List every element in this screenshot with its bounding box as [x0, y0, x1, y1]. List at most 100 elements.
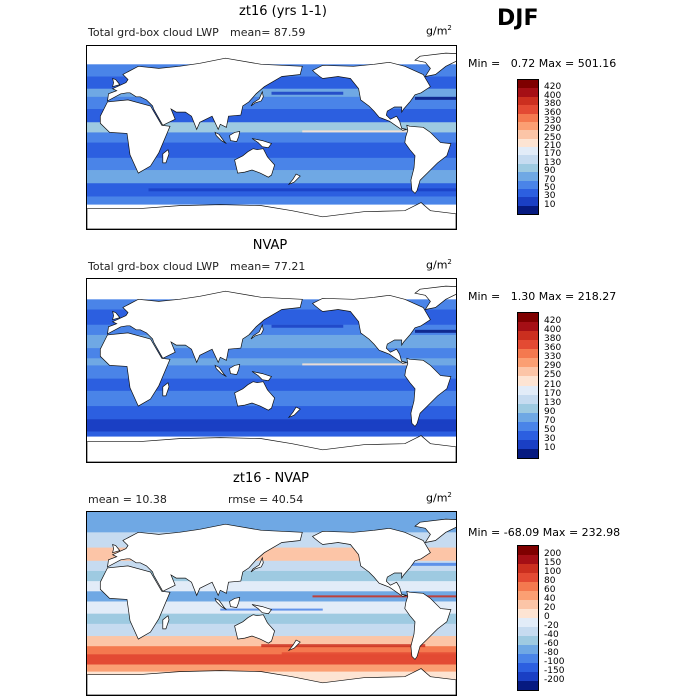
colorbar-swatch: [518, 130, 538, 139]
colorbar-label: 380: [544, 334, 562, 345]
colorbar-swatch: [518, 172, 538, 181]
colorbar-swatch: [518, 663, 538, 672]
panel-mean: mean= 77.21: [230, 260, 306, 273]
colorbar-swatch: [518, 645, 538, 654]
colorbar-swatch: [518, 331, 538, 341]
world-map-heatmap: [87, 46, 456, 229]
colorbar-label: 170: [544, 149, 562, 160]
colorbar-swatch: [518, 113, 538, 122]
colorbar-label: 70: [544, 174, 556, 185]
colorbar-swatch: [518, 340, 538, 350]
panel-subtitle: Total grd-box cloud LWP: [88, 26, 219, 39]
min-max-readout: Min = -68.09 Max = 232.98: [468, 526, 621, 539]
map-panel: [86, 45, 457, 230]
panel-mean: mean = 10.38: [88, 493, 167, 506]
colorbar: [517, 312, 539, 459]
colorbar-label: 330: [544, 115, 562, 126]
colorbar-label: 100: [544, 567, 562, 577]
min-max-readout: Min = 0.72 Max = 501.16: [468, 57, 617, 70]
colorbar-swatch: [518, 367, 538, 377]
colorbar-swatch: [518, 546, 538, 555]
colorbar-swatch: [518, 412, 538, 422]
colorbar-label: 290: [544, 124, 562, 135]
colorbar-label: 10: [544, 442, 556, 453]
colorbar-swatch: [518, 96, 538, 106]
colorbar-label: 360: [544, 343, 562, 354]
colorbar-label: 290: [544, 361, 562, 372]
colorbar: [517, 79, 539, 215]
colorbar-label: 330: [544, 352, 562, 363]
colorbar-label: -40: [544, 630, 559, 640]
colorbar-swatch: [518, 147, 538, 156]
panel-title: zt16 (yrs 1-1): [239, 4, 327, 19]
colorbar-swatch: [518, 591, 538, 600]
panel-mean: mean= 87.59: [230, 26, 306, 39]
colorbar-label: 170: [544, 388, 562, 399]
colorbar-swatch: [518, 358, 538, 368]
colorbar-label: 10: [544, 199, 556, 210]
colorbar-label: 250: [544, 370, 562, 381]
colorbar-label: 380: [544, 99, 562, 110]
colorbar-label: -200: [544, 675, 565, 685]
colorbar-swatch: [518, 600, 538, 609]
colorbar-labels: 420 400 380 360 330 290 250 210 170 130 90 70 50 30 10: [544, 79, 584, 215]
colorbar-label: 50: [544, 182, 556, 193]
colorbar-label: 30: [544, 433, 556, 444]
panel-unit: g/m2: [426, 258, 452, 272]
colorbar-swatch: [518, 80, 538, 89]
colorbar-label: 210: [544, 141, 562, 151]
colorbar-swatch: [518, 88, 538, 97]
panel-rmse: rmse = 40.54: [228, 493, 304, 506]
panel-title: NVAP: [252, 238, 288, 253]
colorbar-label: 90: [544, 166, 556, 177]
colorbar-label: -150: [544, 666, 565, 676]
colorbar-swatch: [518, 385, 538, 395]
colorbar-swatch: [518, 105, 538, 114]
colorbar-swatch: [518, 582, 538, 591]
colorbar-swatch: [518, 421, 538, 431]
colorbar-swatch: [518, 205, 538, 214]
colorbar-label: 80: [544, 576, 556, 586]
colorbar-swatch: [518, 636, 538, 645]
colorbar-label: 200: [544, 549, 562, 559]
colorbar-swatch: [518, 138, 538, 147]
colorbar-swatch: [518, 430, 538, 440]
colorbar-labels: 200 150 100 80 60 40 20 0 -20 -40 -60 -80 -100 -150 -2…: [544, 545, 584, 691]
colorbar-label: -100: [544, 657, 565, 667]
colorbar-swatch: [518, 163, 538, 173]
colorbar-label: -20: [544, 621, 559, 631]
colorbar-swatch: [518, 376, 538, 386]
panel-subtitle: Total grd-box cloud LWP: [88, 260, 219, 273]
colorbar-swatch: [518, 439, 538, 449]
colorbar-swatch: [518, 627, 538, 636]
colorbar-swatch: [518, 654, 538, 663]
colorbar-label: 250: [544, 132, 562, 143]
colorbar-swatch: [518, 672, 538, 681]
colorbar-swatch: [518, 188, 538, 198]
colorbar-label: 90: [544, 406, 556, 417]
colorbar-label: 150: [544, 558, 562, 568]
colorbar-label: 50: [544, 424, 556, 435]
colorbar-swatch: [518, 180, 538, 189]
colorbar-swatch: [518, 349, 538, 359]
colorbar-label: 60: [544, 585, 556, 595]
colorbar-swatch: [518, 313, 538, 323]
colorbar: [517, 545, 539, 691]
world-map-heatmap: [87, 512, 456, 695]
colorbar-label: 40: [544, 594, 556, 604]
colorbar-swatch: [518, 121, 538, 131]
panel-unit: g/m2: [426, 24, 452, 38]
colorbar-swatch: [518, 394, 538, 404]
colorbar-label: 0: [544, 612, 550, 622]
colorbar-label: 420: [544, 316, 562, 327]
colorbar-swatch: [518, 197, 538, 206]
colorbar-swatch: [518, 322, 538, 332]
colorbar-swatch: [518, 618, 538, 627]
colorbar-labels: 420 400 380 360 330 290 250 210 170 130 90 70 50 30 10: [544, 312, 584, 459]
colorbar-label: 360: [544, 107, 562, 118]
colorbar-swatch: [518, 564, 538, 573]
map-panel: [86, 278, 457, 463]
colorbar-label: 20: [544, 603, 556, 613]
colorbar-label: 210: [544, 379, 562, 390]
colorbar-label: 400: [544, 90, 562, 101]
